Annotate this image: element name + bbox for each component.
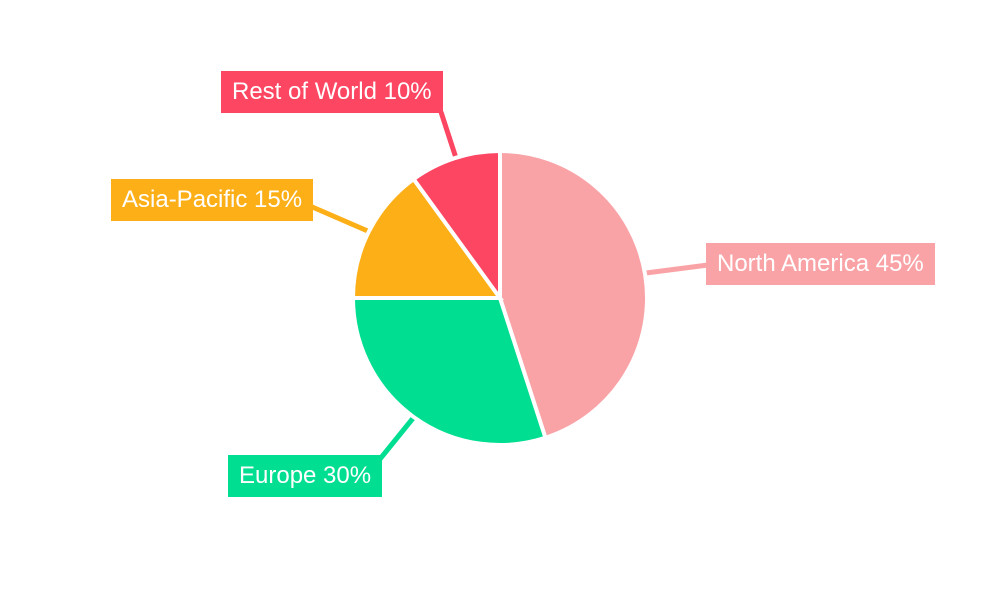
pie-slice-asia-pacific[interactable] — [350, 176, 504, 300]
leader-line-europe — [378, 415, 416, 461]
pie-label-europe[interactable]: Europe 30% — [228, 455, 383, 497]
pie-slice-europe[interactable] — [350, 296, 548, 447]
pie-slice-rest-of-world[interactable] — [410, 148, 502, 305]
pie-label-rest-of-world[interactable]: Rest of World 10% — [221, 71, 443, 113]
leader-line-rest-of-world — [438, 111, 459, 159]
leader-line-asia-pacific — [309, 203, 371, 235]
leader-line-north-america — [645, 262, 709, 276]
pie-label-asia-pacific[interactable]: Asia-Pacific 15% — [111, 179, 314, 221]
pie-label-north-america[interactable]: North America 45% — [706, 243, 935, 285]
pie-slice-north-america[interactable] — [498, 148, 649, 441]
